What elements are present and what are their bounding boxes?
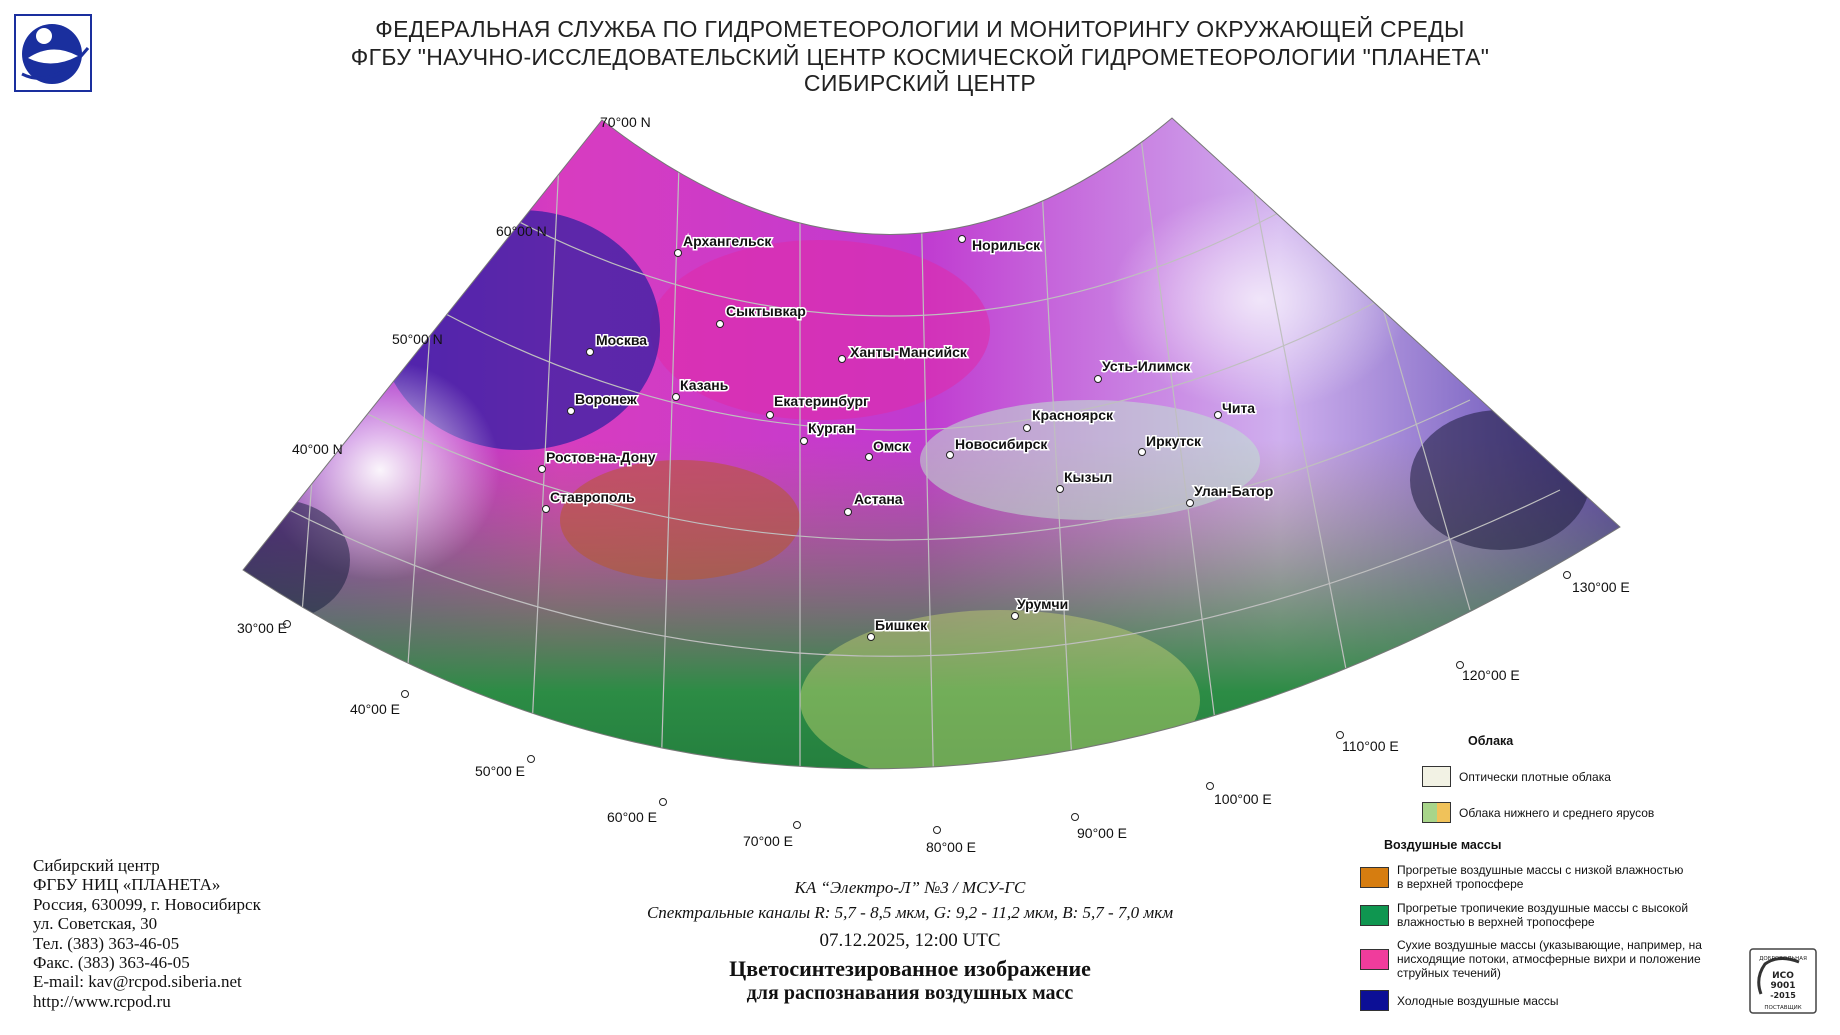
- lon-label-100: 100°00 E: [1214, 791, 1272, 807]
- header-line-2: ФГБУ "НАУЧНО-ИССЛЕДОВАТЕЛЬСКИЙ ЦЕНТР КОС…: [350, 44, 1490, 70]
- address-line: E-mail: kav@rcpod.siberia.net: [33, 972, 242, 992]
- city-irkutsk: Иркутск: [1146, 433, 1202, 449]
- lon-label-130: 130°00 E: [1572, 579, 1630, 595]
- legend-label: Сухие воздушные массы (указывающие, напр…: [1397, 938, 1702, 980]
- address-line: http://www.rcpod.ru: [33, 991, 171, 1011]
- iso-text-2015: -2015: [1770, 991, 1796, 1000]
- legend-label: Облака нижнего и среднего ярусов: [1459, 805, 1655, 820]
- legend-swatch: [1422, 766, 1451, 787]
- city-rostov: Ростов-на-Дону: [546, 449, 656, 465]
- map-frame: [242, 117, 1621, 770]
- address-line: Сибирский центр: [33, 856, 160, 875]
- caption-channels: Спектральные каналы R: 5,7 - 8,5 мкм, G:…: [646, 903, 1174, 922]
- iso-text-iso: ИСО: [1772, 971, 1794, 981]
- address-line: ФГБУ НИЦ «ПЛАНЕТА»: [33, 875, 221, 895]
- iso-text-top: ДОБРОВОЛЬНАЯ: [1759, 956, 1807, 962]
- city-markers: Архангельск Норильск Сыктывкар Москва Ха…: [538, 232, 1275, 641]
- longitude-labels: 30°00 E 40°00 E 50°00 E 60°00 E 70°00 E …: [237, 571, 1630, 855]
- caption-datetime: 07.12.2025, 12:00 UTC: [819, 930, 1001, 951]
- city-novosibirsk: Новосибирск: [955, 436, 1048, 452]
- city-moscow: Москва: [596, 332, 647, 348]
- header-line-3: СИБИРСКИЙ ЦЕНТР: [803, 70, 1037, 96]
- legend-item-dry: Сухие воздушные массы (указывающие, напр…: [1360, 938, 1710, 980]
- iso-text-9001: 9001: [1770, 981, 1795, 991]
- city-norilsk: Норильск: [972, 237, 1041, 253]
- lon-label-30: 30°00 E: [237, 620, 287, 636]
- city-urumqi: Урумчи: [1017, 596, 1068, 612]
- legend-label: Прогретые тропичекие воздушные массы с в…: [1397, 901, 1689, 929]
- lon-label-90: 90°00 E: [1077, 825, 1127, 841]
- legend-swatch: [1360, 948, 1389, 970]
- city-krasnoyarsk: Красноярск: [1032, 407, 1114, 423]
- city-ulaanbaatar: Улан-Батор: [1194, 483, 1273, 499]
- lat-label-40: 40°00 N: [292, 441, 343, 457]
- legend-item-warm-dry: Прогретые воздушные массы с низкой влажн…: [1360, 863, 1690, 891]
- address-block: Сибирский центр ФГБУ НИЦ «ПЛАНЕТА» Росси…: [33, 856, 261, 1011]
- legend-swatch: [1360, 866, 1389, 888]
- lon-label-110: 110°00 E: [1342, 738, 1399, 754]
- city-ust-ilimsk: Усть-Илимск: [1102, 358, 1191, 374]
- legend-label: Оптически плотные облака: [1459, 769, 1611, 784]
- address-line: Факс. (383) 363-46-05: [33, 953, 190, 973]
- legend-item-cold: Холодные воздушные массы: [1360, 990, 1559, 1011]
- legend-item-warm-humid: Прогретые тропичекие воздушные массы с в…: [1360, 901, 1690, 929]
- legend-item-dense-clouds: Оптически плотные облака: [1422, 766, 1611, 787]
- city-kurgan: Курган: [808, 420, 855, 436]
- caption-title-1: Цветосинтезированное изображение: [729, 956, 1091, 981]
- lon-label-70: 70°00 E: [743, 833, 793, 849]
- iso-certification-badge: ДОБРОВОЛЬНАЯ ИСО 9001 -2015 ПОСТАВЩИК: [1749, 948, 1817, 1014]
- city-khanty-mansiysk: Ханты-Мансийск: [850, 344, 968, 360]
- legend-item-low-mid-clouds: Облака нижнего и среднего ярусов: [1422, 802, 1654, 823]
- legend-swatch: [1360, 904, 1389, 926]
- legend-clouds-heading: Облака: [1468, 734, 1514, 748]
- city-arkhangelsk: Архангельск: [683, 233, 772, 249]
- lat-label-70: 70°00 N: [600, 114, 651, 130]
- lon-label-40: 40°00 E: [350, 701, 400, 717]
- header-line-1: ФЕДЕРАЛЬНАЯ СЛУЖБА ПО ГИДРОМЕТЕОРОЛОГИИ …: [375, 16, 1465, 42]
- address-line: Тел. (383) 363-46-05: [33, 933, 180, 953]
- lon-label-50: 50°00 E: [475, 763, 525, 779]
- lon-label-60: 60°00 E: [607, 809, 657, 825]
- city-chita: Чита: [1222, 400, 1255, 416]
- city-astana: Астана: [854, 491, 903, 507]
- legend-swatch: [1422, 802, 1451, 823]
- lat-label-60: 60°00 N: [496, 223, 547, 239]
- city-bishkek: Бишкек: [875, 617, 928, 633]
- lon-label-120: 120°00 E: [1462, 667, 1520, 683]
- planeta-logo: [14, 14, 92, 92]
- city-ekaterinburg: Екатеринбург: [774, 393, 869, 409]
- city-omsk: Омск: [873, 438, 910, 454]
- lon-label-80: 80°00 E: [926, 839, 976, 855]
- caption-title-2: для распознавания воздушных масс: [746, 982, 1074, 1004]
- legend-airmass-heading: Воздушные массы: [1384, 838, 1502, 852]
- city-kyzyl: Кызыл: [1064, 469, 1112, 485]
- iso-text-bottom: ПОСТАВЩИК: [1764, 1005, 1801, 1011]
- address-line: ул. Советская, 30: [33, 914, 158, 934]
- city-syktyvkar: Сыктывкар: [726, 303, 806, 319]
- legend-label: Прогретые воздушные массы с низкой влажн…: [1397, 863, 1684, 891]
- lat-label-50: 50°00 N: [392, 331, 443, 347]
- legend-label: Холодные воздушные массы: [1397, 993, 1559, 1008]
- address-line: Россия, 630099, г. Новосибирск: [33, 894, 261, 914]
- city-kazan: Казань: [680, 377, 729, 393]
- caption-satellite: КА “Электро-Л” №3 / МСУ-ГС: [794, 878, 1026, 897]
- legend: Облака Оптически плотные облака Облака н…: [1340, 728, 1750, 1028]
- city-voronezh: Воронеж: [575, 391, 638, 407]
- legend-swatch: [1360, 990, 1389, 1011]
- city-stavropol: Ставрополь: [550, 489, 635, 505]
